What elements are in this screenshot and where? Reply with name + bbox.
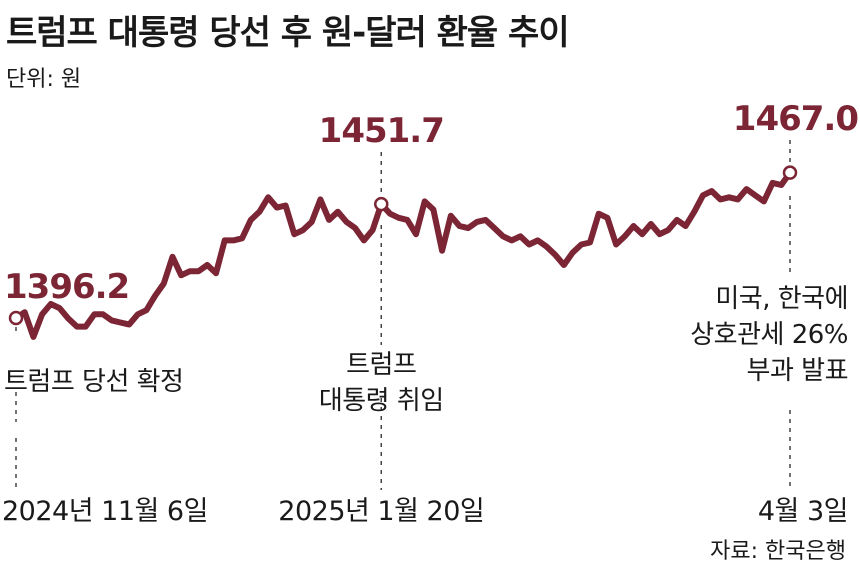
date-label-0: 2024년 11월 6일 [2,496,208,527]
event-text-2-1: 상호관세 26% [690,320,848,350]
value-label-1: 1451.7 [319,111,444,151]
event-text-1-0: 트럼프 [346,350,416,380]
value-label-0: 1396.2 [4,267,129,307]
event-text-0-0: 트럼프 당선 확정 [4,367,183,397]
event-markers [8,165,798,326]
chart-title: 트럼프 대통령 당선 후 원-달러 환율 추이 [6,13,569,53]
event-text-2-2: 부과 발표 [747,356,848,386]
exchange-rate-line [13,169,793,340]
event-labels: 1396.2 트럼프 당선 확정 2024년 11월 6일 1451.7 트럼프대통령 … [2,99,859,527]
unit-label: 단위: 원 [6,67,81,92]
date-label-2: 4월 3일 [758,496,848,527]
event-text-2-0: 미국, 한국에 [715,284,848,314]
event-text-1-1: 대통령 취임 [319,386,444,416]
event-marker-2 [782,165,798,180]
event-guides [15,140,791,490]
value-label-2: 1467.0 [733,99,859,139]
event-marker-1 [374,196,389,212]
event-marker-0 [8,310,24,326]
date-label-1: 2025년 1월 20일 [278,496,484,527]
source-label: 자료: 한국은행 [710,539,846,564]
